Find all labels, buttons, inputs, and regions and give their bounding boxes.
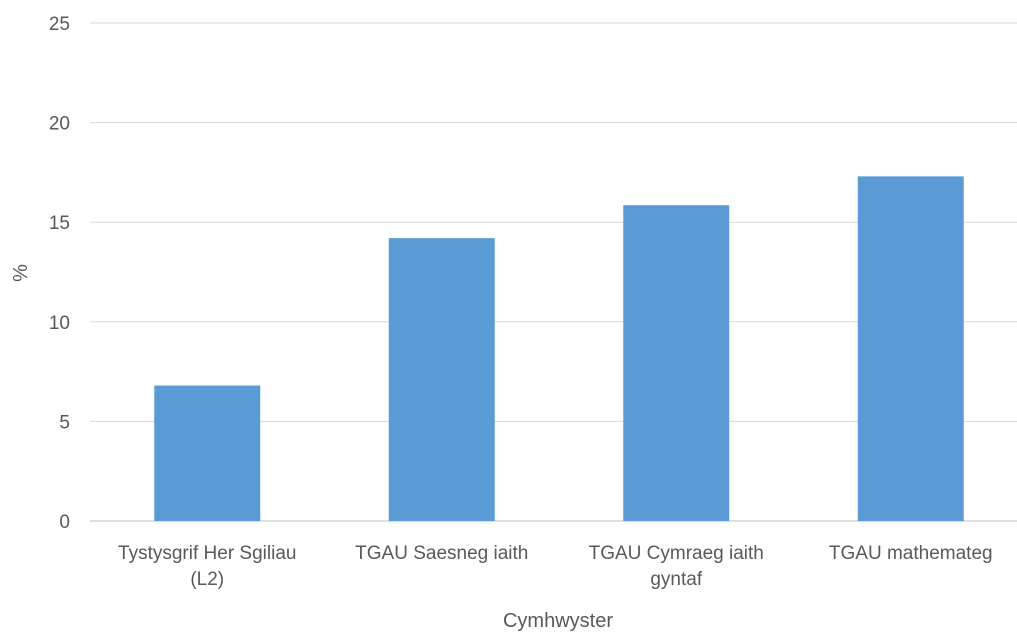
y-axis-title: % (10, 264, 32, 282)
x-tick-label: TGAU Saesneg iaith (355, 543, 528, 564)
x-axis-ticks: Tystysgrif Her Sgiliau (L2) TGAU Saesneg i… (118, 543, 993, 590)
y-tick-label: 25 (49, 14, 70, 35)
x-axis-title: Cymhwyster (503, 610, 613, 632)
x-tick-label: TGAU Cymraeg iaith gyntaf (589, 543, 764, 590)
x-tick-label: Tystysgrif Her Sgiliau (L2) (118, 543, 296, 590)
y-tick-label: 10 (49, 313, 70, 334)
bars (154, 176, 964, 522)
bar (857, 176, 964, 521)
x-tick-label: TGAU mathemateg (829, 543, 993, 564)
y-tick-label: 5 (59, 412, 70, 433)
y-axis-ticks: 0 5 10 15 20 25 (49, 14, 70, 533)
bar (388, 238, 495, 522)
y-tick-label: 15 (49, 213, 70, 234)
y-tick-label: 20 (49, 114, 70, 135)
y-tick-label: 0 (59, 512, 70, 533)
bar (623, 205, 730, 521)
bar (154, 385, 261, 521)
